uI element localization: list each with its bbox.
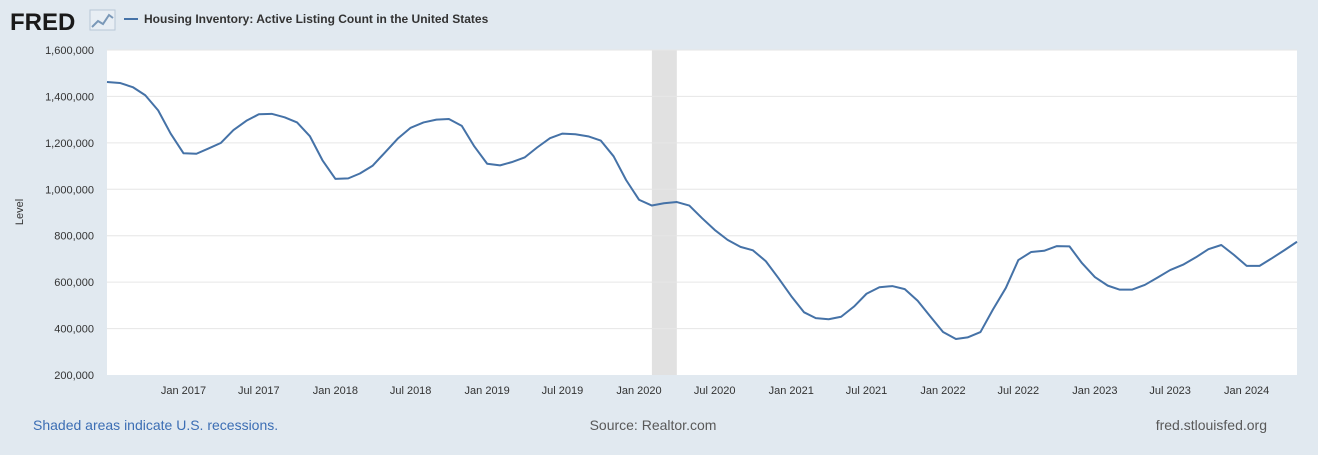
y-tick-label: 200,000 [54, 370, 94, 382]
x-tick-label: Jul 2017 [238, 385, 280, 397]
gridlines [107, 49, 1297, 330]
y-tick-label: 1,000,000 [45, 184, 94, 196]
plot-area [107, 50, 1297, 375]
recession-shading-group [651, 50, 677, 375]
x-tick-label: Jul 2018 [390, 385, 432, 397]
y-tick-label: 400,000 [54, 324, 94, 336]
y-tick-label: 800,000 [54, 231, 94, 243]
site-link[interactable]: fred.stlouisfed.org [1156, 417, 1267, 433]
fred-logo[interactable]: FRED [10, 9, 116, 36]
x-tick-label: Jan 2018 [313, 385, 358, 397]
y-tick-label: 600,000 [54, 277, 94, 289]
y-tick-label: 1,600,000 [45, 45, 94, 57]
x-tick-label: Jan 2022 [920, 385, 965, 397]
y-axis-label: Level [14, 199, 26, 225]
x-tick-label: Jan 2019 [465, 385, 510, 397]
x-tick-label: Jan 2020 [616, 385, 661, 397]
x-tick-label: Jan 2024 [1224, 385, 1269, 397]
x-tick-label: Jul 2020 [694, 385, 736, 397]
fred-logo-text: FRED [10, 9, 75, 36]
y-tick-label: 1,400,000 [45, 91, 94, 103]
x-tick-label: Jul 2021 [846, 385, 888, 397]
chart-title[interactable]: Housing Inventory: Active Listing Count … [144, 12, 489, 26]
y-axis-tick-labels: 200,000 400,000 600,000 800,000 1,000,000 1,2… [45, 45, 94, 382]
x-tick-label: Jul 2023 [1149, 385, 1191, 397]
x-tick-label: Jan 2021 [769, 385, 814, 397]
y-tick-label: 1,200,000 [45, 138, 94, 150]
recession-note-link[interactable]: Shaded areas indicate U.S. recessions. [33, 417, 278, 433]
series-line[interactable] [106, 81, 1298, 341]
recession-shade-0 [651, 50, 677, 375]
x-axis-tick-labels: Jan 2017 Jul 2017 Jan 2018 Jul 2018 Jan 2019… [161, 385, 1269, 397]
x-tick-label: Jan 2017 [161, 385, 206, 397]
x-tick-label: Jan 2023 [1072, 385, 1117, 397]
fred-logo-graph-icon [89, 9, 116, 31]
x-tick-label: Jul 2022 [998, 385, 1040, 397]
x-tick-label: Jul 2019 [542, 385, 584, 397]
source-text: Source: Realtor.com [590, 417, 717, 433]
